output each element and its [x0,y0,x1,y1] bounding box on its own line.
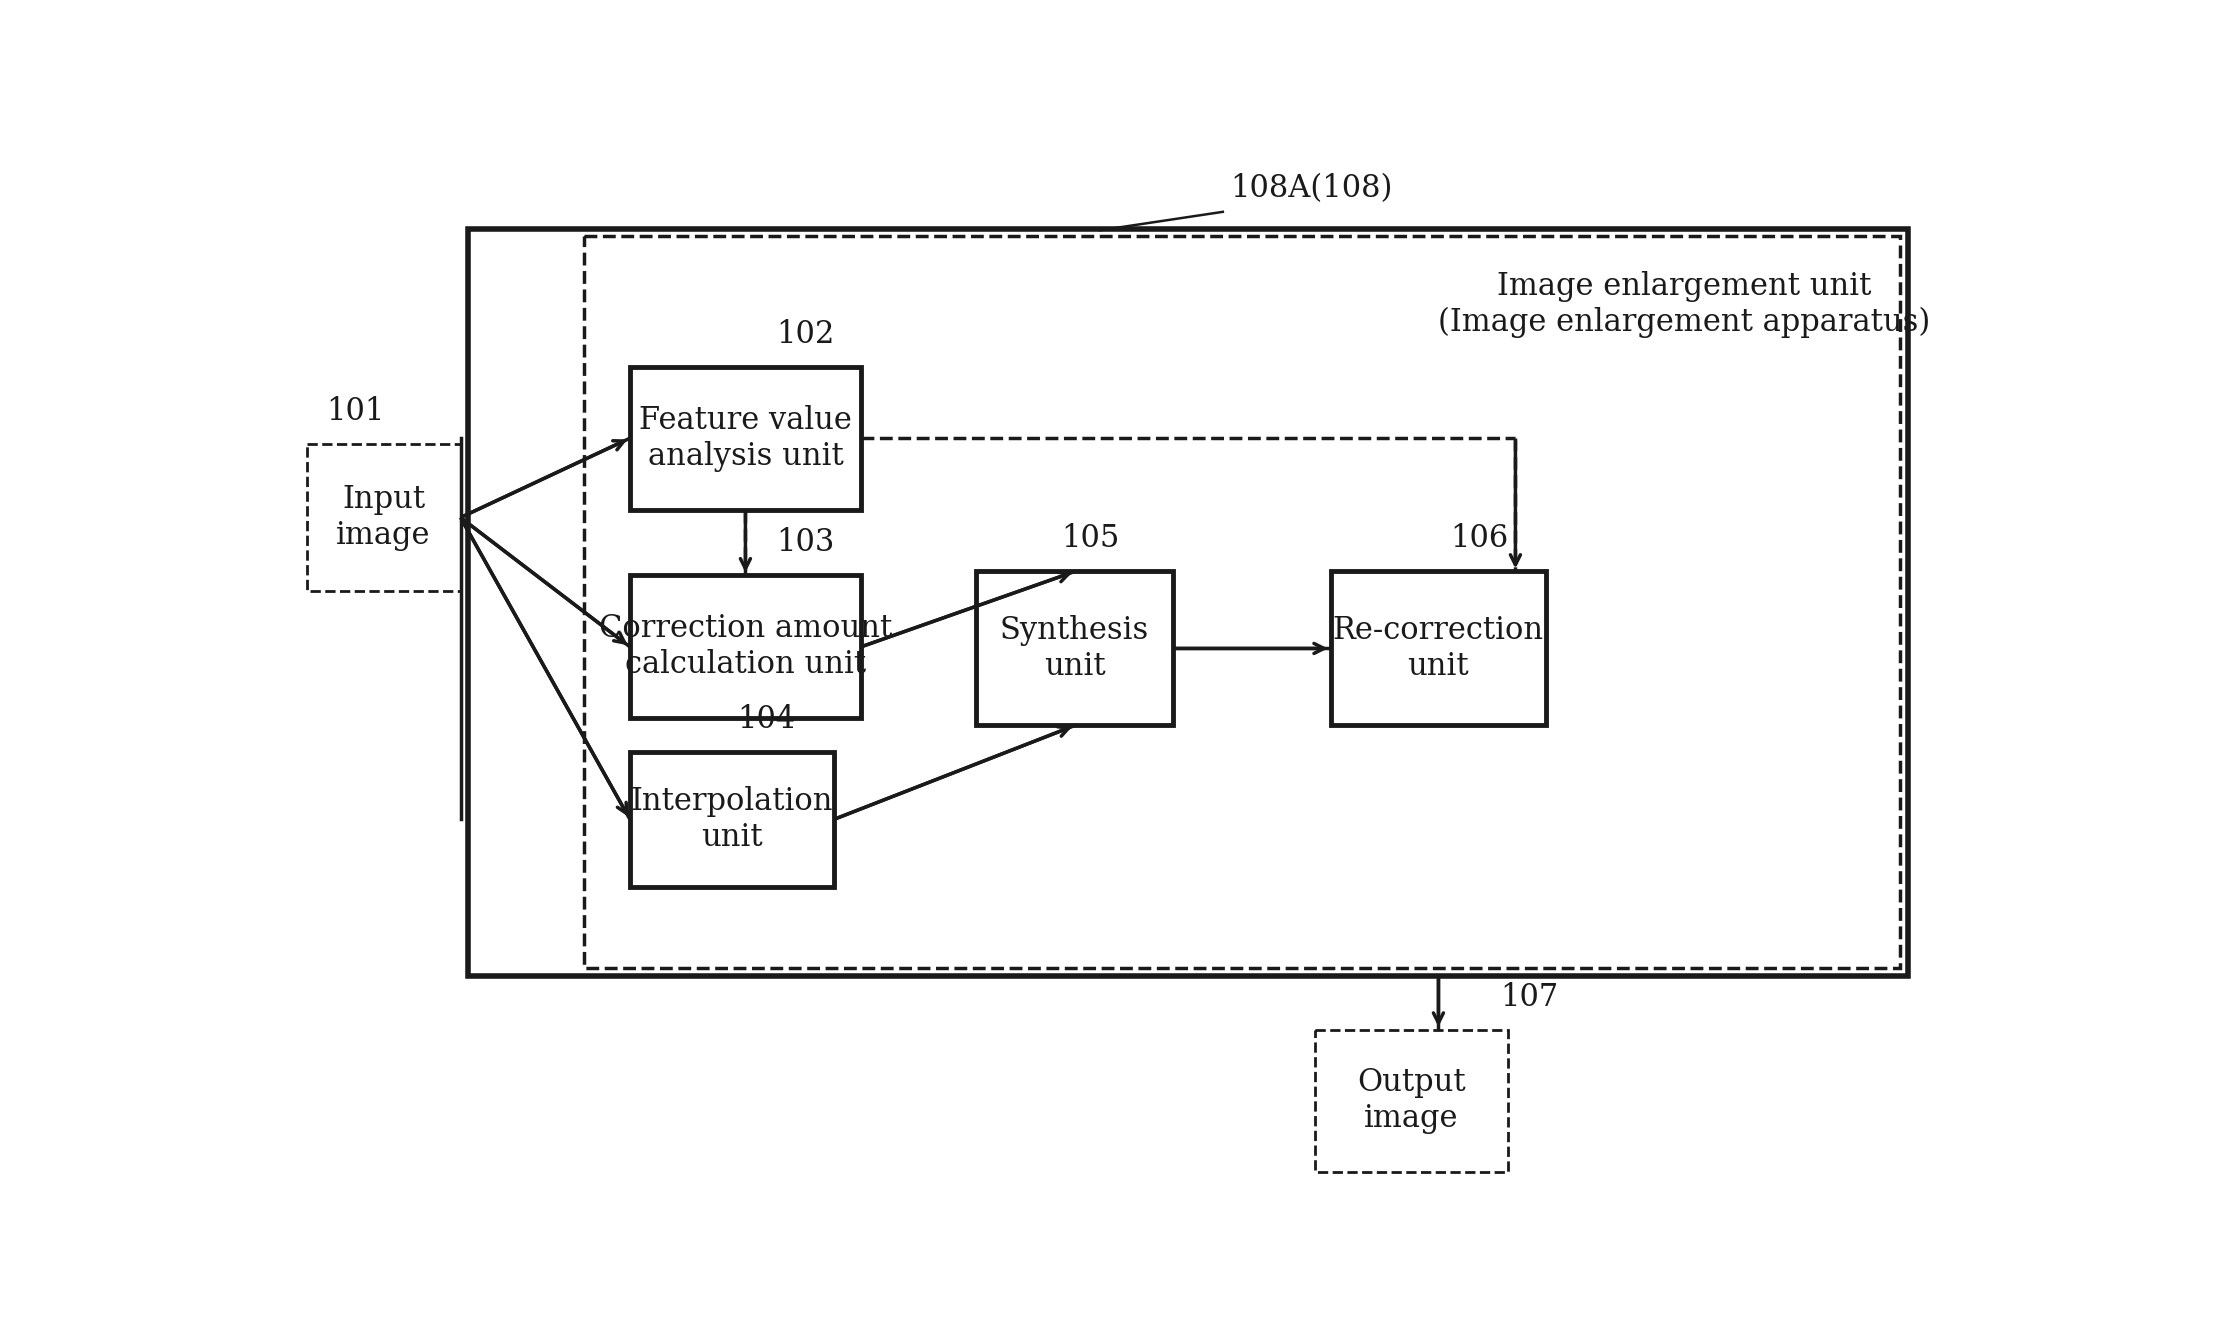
Text: Image enlargement unit
(Image enlargement apparatus): Image enlargement unit (Image enlargemen… [1438,271,1932,338]
Text: Synthesis
unit: Synthesis unit [1000,615,1149,682]
Text: Output
image: Output image [1358,1067,1465,1134]
Text: 101: 101 [327,396,385,428]
Bar [307,444,460,590]
Bar [629,752,834,888]
Bar [629,367,860,510]
Text: Interpolation
unit: Interpolation unit [631,787,834,853]
Text: 102: 102 [776,319,834,351]
Text: Re-correction
unit: Re-correction unit [1334,615,1545,682]
Text: Feature value
analysis unit: Feature value analysis unit [638,405,851,472]
Bar [1316,1030,1507,1172]
Text: 107: 107 [1501,982,1558,1013]
Text: Correction amount
calculation unit: Correction amount calculation unit [598,613,891,680]
Text: 108A(108): 108A(108) [1232,173,1394,205]
Bar [585,237,1901,968]
Bar [976,571,1174,726]
Bar [629,575,860,718]
Bar [469,229,1907,975]
Text: Input
image: Input image [336,484,431,552]
Text: 104: 104 [738,704,796,735]
Text: 103: 103 [776,528,834,558]
Text: 105: 105 [1060,522,1120,554]
Text: 106: 106 [1449,522,1507,554]
Bar [1332,571,1547,726]
